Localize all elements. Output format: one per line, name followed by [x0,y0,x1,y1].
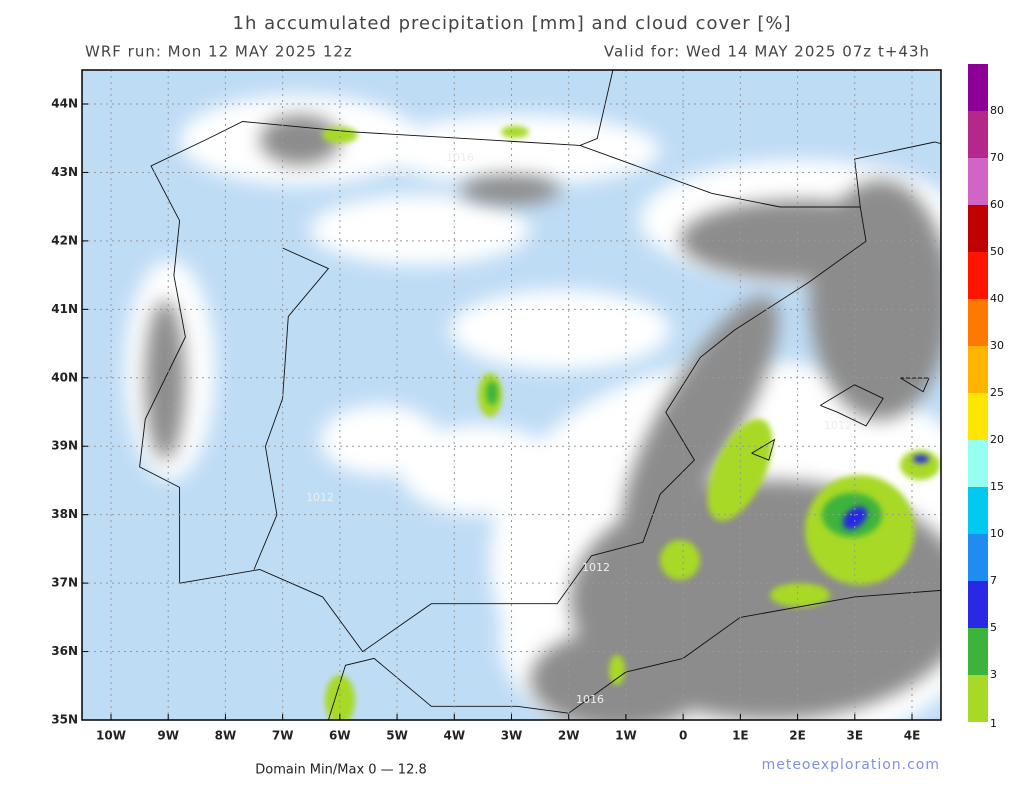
lat-label: 41N [51,302,78,316]
lon-label: 10W [96,729,126,743]
colorbar-label: 3 [990,668,997,681]
domain-minmax: Domain Min/Max 0 — 12.8 [255,763,427,778]
lon-label: 7W [272,729,294,743]
lon-label: 3E [847,729,864,743]
colorbar-label: 60 [990,198,1004,211]
run-time: WRF run: Mon 12 MAY 2025 12z [85,43,353,61]
colorbar-segment [968,111,988,158]
lon-label: 4E [904,729,921,743]
coastline [900,377,930,393]
colorbar-segment [968,64,988,111]
isobar-labels: 1016 1012 1016 1012 1012 1012 [306,151,852,706]
colorbar-segment [968,299,988,346]
colorbar-segment [968,440,988,487]
colorbar-segment [968,675,988,722]
lat-label: 43N [51,165,78,179]
isobar-label: 1012 [379,166,407,179]
colorbar-label: 30 [990,339,1004,352]
colorbar-label: 25 [990,386,1004,399]
lon-label: 1W [615,729,637,743]
site-credit: meteoexploration.com [762,757,940,773]
colorbar: 1 3 5 7 10 15 20 25 30 40 50 60 70 80 [968,64,1004,730]
colorbar-segment [968,581,988,628]
lon-label: 5W [386,729,408,743]
title: 1h accumulated precipitation [mm] and cl… [233,13,792,34]
colorbar-segment [968,534,988,581]
lat-label: 37N [51,576,78,590]
isobar-label: 1012 [582,561,610,574]
colorbar-segment [968,487,988,534]
lon-label: 4W [443,729,465,743]
axis-labels: 44N 43N 42N 41N 40N 39N 38N 37N 36N 35N 10W 9W 8W 7W 6… [51,97,920,743]
isobar-label: 1012 [824,419,852,432]
lat-label: 40N [51,370,78,384]
lat-label: 38N [51,507,78,521]
lon-label: 3W [501,729,523,743]
lon-label: 0 [679,729,687,743]
lon-label: 8W [215,729,237,743]
lat-label: 42N [51,233,78,247]
isobar-label: 1016 [446,151,474,164]
colorbar-segment [968,158,988,205]
isobar-label: 1012 [306,491,334,504]
lon-label: 9W [157,729,179,743]
lat-label: 35N [51,713,78,727]
cloud-layer [125,95,941,720]
isobar-label: 1016 [576,693,604,706]
coastline [579,144,861,208]
colorbar-label: 15 [990,480,1004,493]
colorbar-label: 40 [990,292,1004,305]
lat-label: 36N [51,644,78,658]
colorbar-segment [968,393,988,440]
colorbar-label: 80 [990,104,1004,117]
lon-label: 6W [329,729,351,743]
colorbar-label: 50 [990,245,1004,258]
lon-label: 2W [558,729,580,743]
valid-time: Valid for: Wed 14 MAY 2025 07z t+43h [604,43,930,61]
lat-label: 39N [51,439,78,453]
colorbar-segment [968,346,988,393]
colorbar-label: 7 [990,574,997,587]
colorbar-label: 10 [990,527,1004,540]
colorbar-segment [968,252,988,299]
colorbar-label: 5 [990,621,997,634]
colorbar-label: 1 [990,717,997,730]
colorbar-segment [968,628,988,675]
coastline [139,70,941,653]
lat-label: 44N [51,97,78,111]
coastline [820,384,884,427]
colorbar-segment [968,205,988,252]
coastline [751,438,776,461]
graticule [82,70,941,720]
lon-label: 2E [789,729,806,743]
lon-label: 1E [732,729,749,743]
colorbar-label: 20 [990,433,1004,446]
coastline [253,247,330,570]
colorbar-label: 70 [990,151,1004,164]
